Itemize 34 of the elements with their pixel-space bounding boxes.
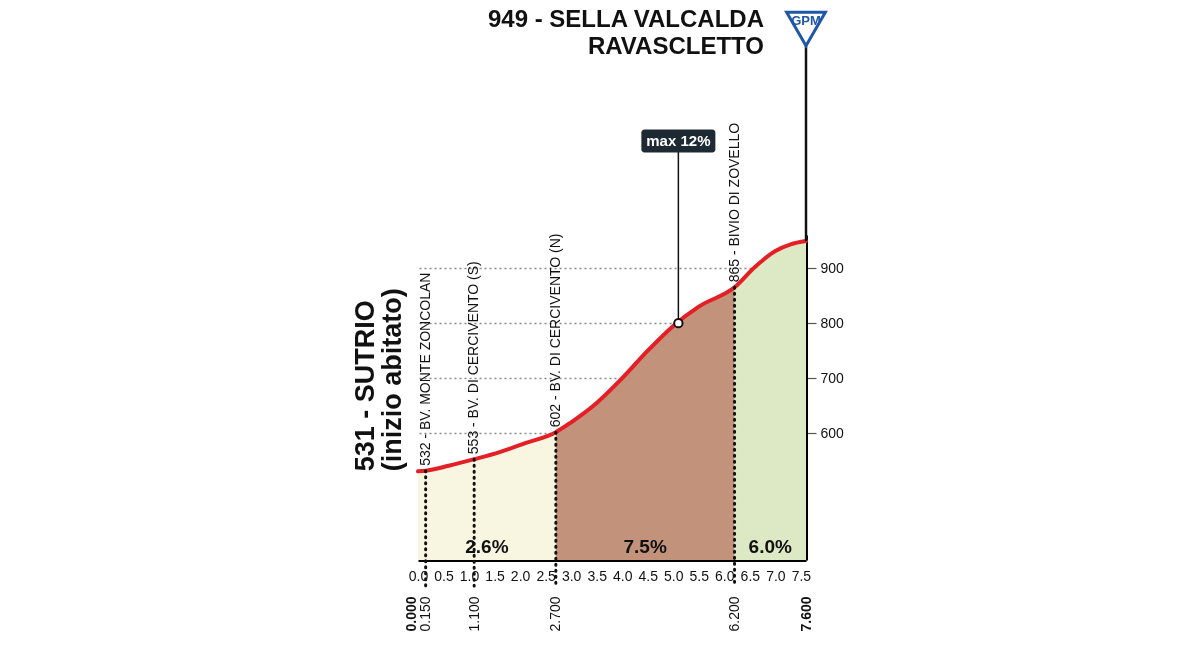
x-tick-label: 4.0 xyxy=(612,567,633,584)
annotation: 865 - BIVIO DI ZOVELLO xyxy=(725,122,742,283)
y-tick-label: 900 xyxy=(820,259,845,276)
x-tick-label: 3.0 xyxy=(561,567,582,584)
x-tick-label: 3.5 xyxy=(587,567,608,584)
text: 949 - SELLA VALCALDA RAVASCLETTO xyxy=(487,5,764,59)
x2-tick-label: 2.700 xyxy=(547,596,564,632)
series-label: 6.0% xyxy=(748,536,793,557)
y-tick-label: 600 xyxy=(820,424,845,441)
x-tick-label: 5.0 xyxy=(664,567,684,584)
x-tick-label: 5.5 xyxy=(689,567,710,584)
annotation: 553 - BV. DI CERCIVENTO (S) xyxy=(465,261,482,455)
x-tick-label: 1.5 xyxy=(485,567,506,584)
x-tick-label: 7.0 xyxy=(766,567,786,584)
annotation: 531 - SUTRIO (inizio abitato) xyxy=(350,288,407,472)
x2-tick-label: 7.600 xyxy=(797,596,814,632)
x2-tick-label: 1.100 xyxy=(465,596,482,632)
series-label: 7.5% xyxy=(623,536,667,557)
annotation: max 12% xyxy=(646,132,711,149)
x-tick-label: 2.0 xyxy=(510,567,531,584)
x-tick-label: 0.5 xyxy=(434,567,454,584)
x2-tick-label: 6.200 xyxy=(726,596,743,632)
x2-tick-label: 0.150 xyxy=(417,596,434,632)
y-tick-label: 800 xyxy=(820,314,845,331)
x-tick-label: 4.5 xyxy=(638,567,659,584)
x2-tick-label: 0.000 xyxy=(402,596,419,632)
annotation: 532 - BV. MONTE ZONCOLAN xyxy=(416,272,433,466)
x-tick-label: 2.5 xyxy=(536,567,557,584)
series-label: 2.6% xyxy=(465,536,509,557)
x-tick-label: 6.0 xyxy=(715,567,735,584)
x-tick-label: 6.5 xyxy=(740,567,761,584)
annotation: 602 - BV. DI CERCIVENTO (N) xyxy=(546,233,563,428)
x-tick-label: 7.5 xyxy=(791,567,812,584)
y-tick-label: 700 xyxy=(820,369,845,386)
